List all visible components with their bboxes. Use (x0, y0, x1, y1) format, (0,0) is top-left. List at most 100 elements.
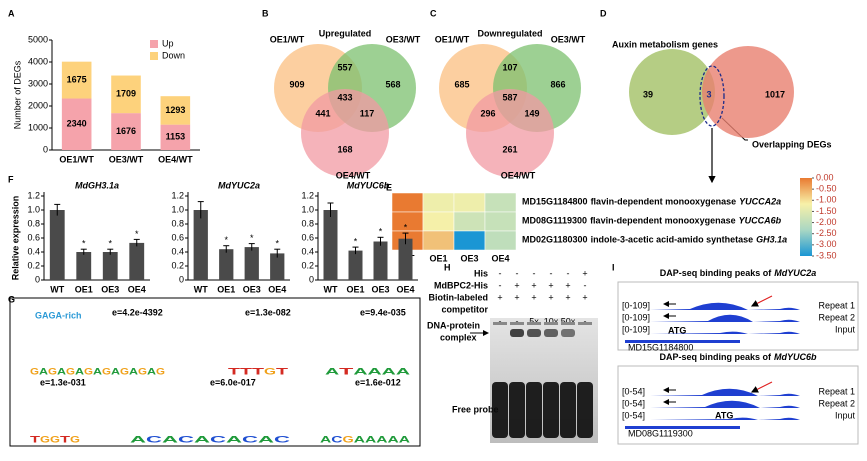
e-value: e=1.3e-031 (40, 377, 86, 387)
venn-title: Downregulated (477, 28, 542, 38)
logo-letter: A (376, 434, 388, 444)
logo-letter: G (102, 366, 111, 376)
motif-box (9, 297, 421, 447)
logo-letter: A (388, 434, 400, 444)
logo-letter: A (75, 366, 85, 376)
gene-model (625, 426, 740, 429)
y-tick-label: 1.0 (171, 204, 184, 214)
lane-sign: - (533, 268, 536, 278)
colorbar-label: -3.00 (816, 239, 837, 249)
value-label: 2340 (67, 119, 87, 129)
well (544, 322, 558, 325)
peak (650, 388, 800, 396)
venn-title: Upregulated (319, 28, 372, 38)
bar (219, 249, 234, 280)
y-tick-label: 5000 (28, 34, 48, 44)
value-label: 1675 (67, 74, 87, 84)
lane-sign: - (516, 268, 519, 278)
significance: * (250, 233, 254, 243)
logo-letter: A (382, 366, 397, 376)
lane-sign: + (582, 268, 587, 278)
y-tick-label: 4000 (28, 56, 48, 66)
x-tick-label: OE4 (396, 284, 414, 294)
row-label-gene: GH3.1a (756, 235, 787, 245)
logo-letter: C (146, 434, 163, 444)
lane-sign: + (531, 292, 536, 302)
venn-count: 107 (502, 62, 517, 72)
y-tick-label: 0 (179, 274, 184, 284)
lane-sign: - (499, 316, 502, 326)
panel-letter: A (8, 8, 15, 18)
atg-label: ATG (668, 325, 686, 335)
peak (650, 314, 800, 322)
logo-letter: A (226, 434, 243, 444)
heat-cell (422, 192, 455, 213)
free-band (577, 382, 593, 438)
logo-letter: T (276, 366, 289, 376)
significance: * (379, 227, 383, 237)
logo-letter: C (178, 434, 195, 444)
heat-cell (391, 211, 424, 232)
legend-swatch (150, 52, 158, 60)
venn-count: 117 (360, 108, 375, 118)
y-tick-label: 0 (35, 274, 40, 284)
well (493, 322, 507, 325)
y-tick-label: 0 (43, 144, 48, 154)
venn-circle (629, 49, 715, 135)
lane-sign: + (565, 280, 570, 290)
significance: * (224, 235, 228, 245)
y-tick-label: 0.8 (171, 218, 184, 228)
y-tick-label: 0.4 (27, 246, 40, 256)
bar (244, 247, 259, 280)
y-tick-label: 1.2 (171, 190, 184, 200)
lane-sign: - (499, 268, 502, 278)
y-tick-label: 0.4 (301, 246, 314, 256)
track-name: Repeat 1 (818, 300, 855, 310)
logo-letter: G (120, 366, 129, 376)
track-title-gene: MdYUC2a (774, 268, 816, 278)
x-tick-label: OE1 (75, 284, 93, 294)
significance: * (135, 229, 139, 239)
logo-letter: A (194, 434, 211, 444)
lane-sign: + (531, 280, 536, 290)
set-label: OE1/WT (270, 34, 305, 44)
colorbar-label: -1.50 (816, 206, 837, 216)
track-title: DAP-seq binding peaks of MdYUC2a (660, 268, 817, 278)
legend-swatch (150, 40, 158, 48)
lane-sign: 5x (529, 316, 539, 326)
track-name: Repeat 2 (818, 398, 855, 408)
column-label: OE3 (460, 253, 478, 263)
row-label: MD15G1184800 flavin-dependent monooxygena… (522, 197, 781, 207)
lane-sign: 50x (561, 316, 576, 326)
significance: * (404, 222, 408, 232)
column-label: OE4 (491, 253, 509, 263)
bar (270, 253, 285, 280)
lane-sign: + (548, 280, 553, 290)
gene-model (625, 340, 740, 343)
gene-id: MD15G1184800 (628, 342, 693, 352)
track-title-text: DAP-seq binding peaks of (659, 352, 772, 362)
track-range: [0-109] (622, 300, 650, 310)
logo-letter: A (354, 434, 366, 444)
bar-segment (111, 113, 141, 150)
free-band (492, 382, 508, 438)
chart-title: MdYUC2a (218, 180, 260, 190)
y-tick-label: 0.2 (27, 260, 40, 270)
track-title: DAP-seq binding peaks of MdYUC6b (659, 352, 817, 362)
bar-segment (61, 61, 92, 99)
logo-letter: T (252, 366, 265, 376)
logo-letter: A (368, 366, 383, 376)
complex-label: DNA-protein (427, 320, 480, 330)
venn-circle (702, 46, 794, 138)
lane-sign: + (497, 292, 502, 302)
colorbar-label: 0.00 (816, 172, 834, 182)
venn-count: 261 (502, 144, 517, 154)
lane-sign: + (514, 292, 519, 302)
x-tick-label: OE1/WT (59, 154, 94, 164)
bar-segment (111, 75, 141, 114)
bar (129, 242, 145, 280)
peak (650, 331, 800, 334)
row-label: MD08G1119300 flavin-dependent monooxygena… (522, 216, 782, 226)
panel-letter: H (444, 262, 451, 272)
row-label-id: MD08G1119300 (522, 216, 587, 226)
